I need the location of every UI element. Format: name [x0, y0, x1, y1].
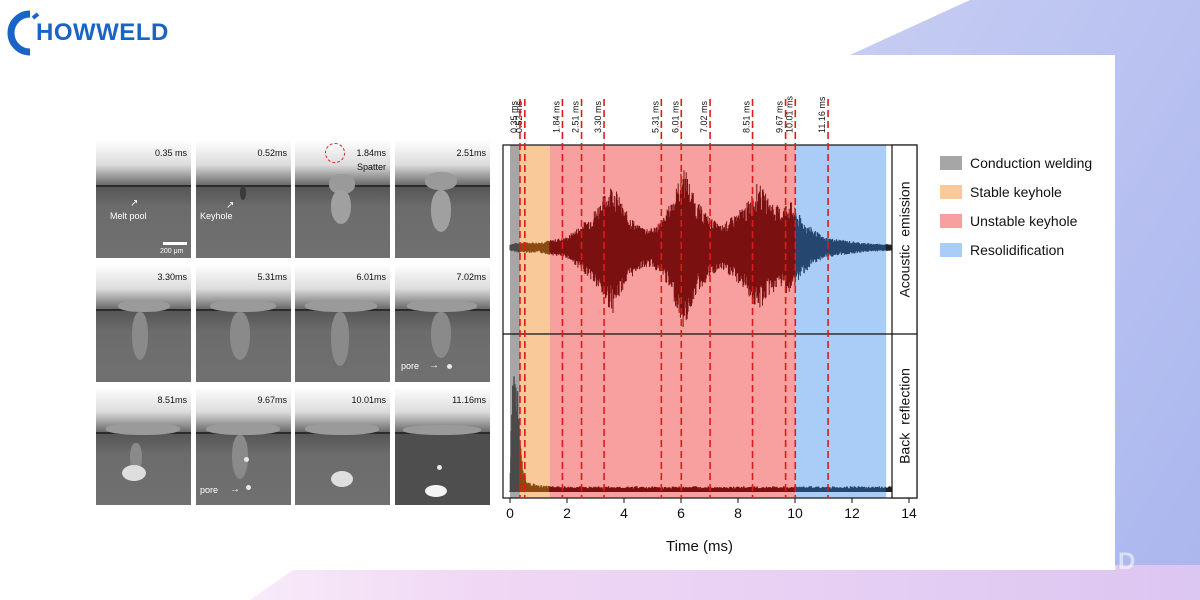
frame-time-label: 2.51ms — [456, 148, 486, 158]
xray-frame-6: 5.31ms — [196, 264, 291, 382]
time-marker-label: 2.51 ms — [571, 100, 581, 133]
scale-bar — [163, 242, 187, 245]
xray-frame-4: 2.51ms — [395, 140, 490, 258]
spatter-highlight — [325, 143, 345, 163]
xray-frame-2: 0.52ms Keyhole ↗ — [196, 140, 291, 258]
frame-time-label: 0.35 ms — [154, 148, 187, 158]
x-tick-label: 12 — [844, 505, 860, 521]
arrow-icon: ↗ — [226, 200, 235, 211]
legend-swatch — [940, 242, 962, 257]
time-marker-label: 1.84 ms — [551, 100, 561, 133]
xray-frame-9: 8.51ms — [96, 387, 191, 505]
xray-frame-12: 11.16ms — [395, 387, 490, 505]
xray-frame-5: 3.30ms — [96, 264, 191, 382]
x-tick-label: 6 — [677, 505, 685, 521]
xray-frame-grid: 0.35 ms Melt pool ↗ 200 μm 0.52ms Keyhol… — [96, 140, 491, 505]
time-marker-label: 11.16 ms — [817, 96, 827, 133]
frame-time-label: 8.51ms — [157, 395, 187, 405]
acoustic-emission-trace — [509, 242, 521, 253]
time-marker-label: 7.02 ms — [699, 100, 709, 133]
xray-frame-11: 10.01ms — [295, 387, 390, 505]
legend-swatch — [940, 155, 962, 170]
frame-time-label: 7.02ms — [456, 272, 486, 282]
region-conduction-welding — [510, 145, 520, 498]
xray-frame-1: 0.35 ms Melt pool ↗ 200 μm — [96, 140, 191, 258]
time-marker-label: 6.01 ms — [670, 100, 680, 133]
time-marker-label: 10.01 ms — [784, 95, 794, 133]
x-axis-label: Time (ms) — [666, 538, 733, 555]
xray-frame-10: 9.67ms pore → — [196, 387, 291, 505]
frame-note-label: Spatter — [356, 162, 386, 172]
brand-logo: HOWWELD — [0, 8, 169, 58]
arrow-icon: → — [429, 360, 439, 371]
frame-note-label: Melt pool — [110, 211, 147, 221]
x-tick-label: 4 — [620, 505, 628, 521]
legend-label: Resolidification — [970, 241, 1065, 258]
time-marker-label: 5.31 ms — [650, 100, 660, 133]
brand-watermark: HOWWELD — [1000, 548, 1137, 575]
frame-time-label: 9.67ms — [257, 395, 287, 405]
x-tick-label: 8 — [734, 505, 742, 521]
x-tick-label: 0 — [506, 505, 514, 521]
panel-label: Back reflection — [897, 368, 913, 464]
legend-label: Conduction welding — [970, 154, 1093, 171]
legend-item: Stable keyhole — [940, 177, 1092, 206]
frame-time-label: 10.01ms — [351, 395, 386, 405]
x-tick-label: 14 — [901, 505, 917, 521]
pore-marker — [246, 485, 251, 490]
panel-label-strip — [891, 144, 918, 499]
legend-item: Conduction welding — [940, 148, 1092, 177]
legend-swatch — [940, 184, 962, 199]
time-marker-label: 0.52 ms — [514, 100, 524, 133]
x-tick-label: 2 — [563, 505, 571, 521]
legend-item: Unstable keyhole — [940, 206, 1092, 235]
frame-time-label: 3.30ms — [157, 272, 187, 282]
frame-time-label: 11.16ms — [452, 395, 486, 405]
frame-note-label: pore — [401, 361, 420, 371]
back-reflection-trace — [509, 376, 521, 492]
pore-marker — [447, 364, 452, 369]
scale-bar-label: 200 μm — [160, 248, 184, 255]
xray-frame-8: 7.02ms pore → — [395, 264, 490, 382]
frame-note-label: pore — [200, 485, 219, 495]
time-marker-label: 0.35 ms — [509, 100, 519, 133]
chart-legend: Conduction welding Stable keyhole Unstable… — [940, 148, 1092, 264]
pore-marker — [244, 457, 249, 462]
arrow-icon: → — [230, 484, 240, 495]
legend-item: Resolidification — [940, 235, 1092, 264]
legend-swatch — [940, 213, 962, 228]
time-marker-label: 8.51 ms — [742, 100, 752, 133]
legend-label: Unstable keyhole — [970, 212, 1078, 229]
frame-time-label: 1.84ms — [356, 148, 386, 158]
frame-note-label: Keyhole — [200, 211, 233, 221]
brand-logo-text: HOWWELD — [36, 19, 169, 46]
xray-frame-7: 6.01ms — [295, 264, 390, 382]
background-gradient-strip — [250, 565, 1200, 600]
region-unstable-keyhole — [549, 145, 795, 498]
frame-time-label: 5.31ms — [257, 272, 287, 282]
pore-marker — [437, 465, 442, 470]
frame-time-label: 6.01ms — [356, 272, 386, 282]
frame-time-label: 0.52ms — [257, 148, 287, 158]
brand-logo-mark-icon — [7, 10, 40, 56]
arrow-icon: ↗ — [130, 198, 139, 209]
time-marker-label: 9.67 ms — [775, 100, 785, 133]
time-marker-label: 3.30 ms — [593, 100, 603, 133]
xray-frame-3: 1.84ms Spatter — [295, 140, 390, 258]
legend-label: Stable keyhole — [970, 183, 1062, 200]
panel-label: Acoustic emission — [897, 181, 913, 297]
x-tick-label: 10 — [787, 505, 803, 521]
region-resolidification — [795, 145, 887, 498]
